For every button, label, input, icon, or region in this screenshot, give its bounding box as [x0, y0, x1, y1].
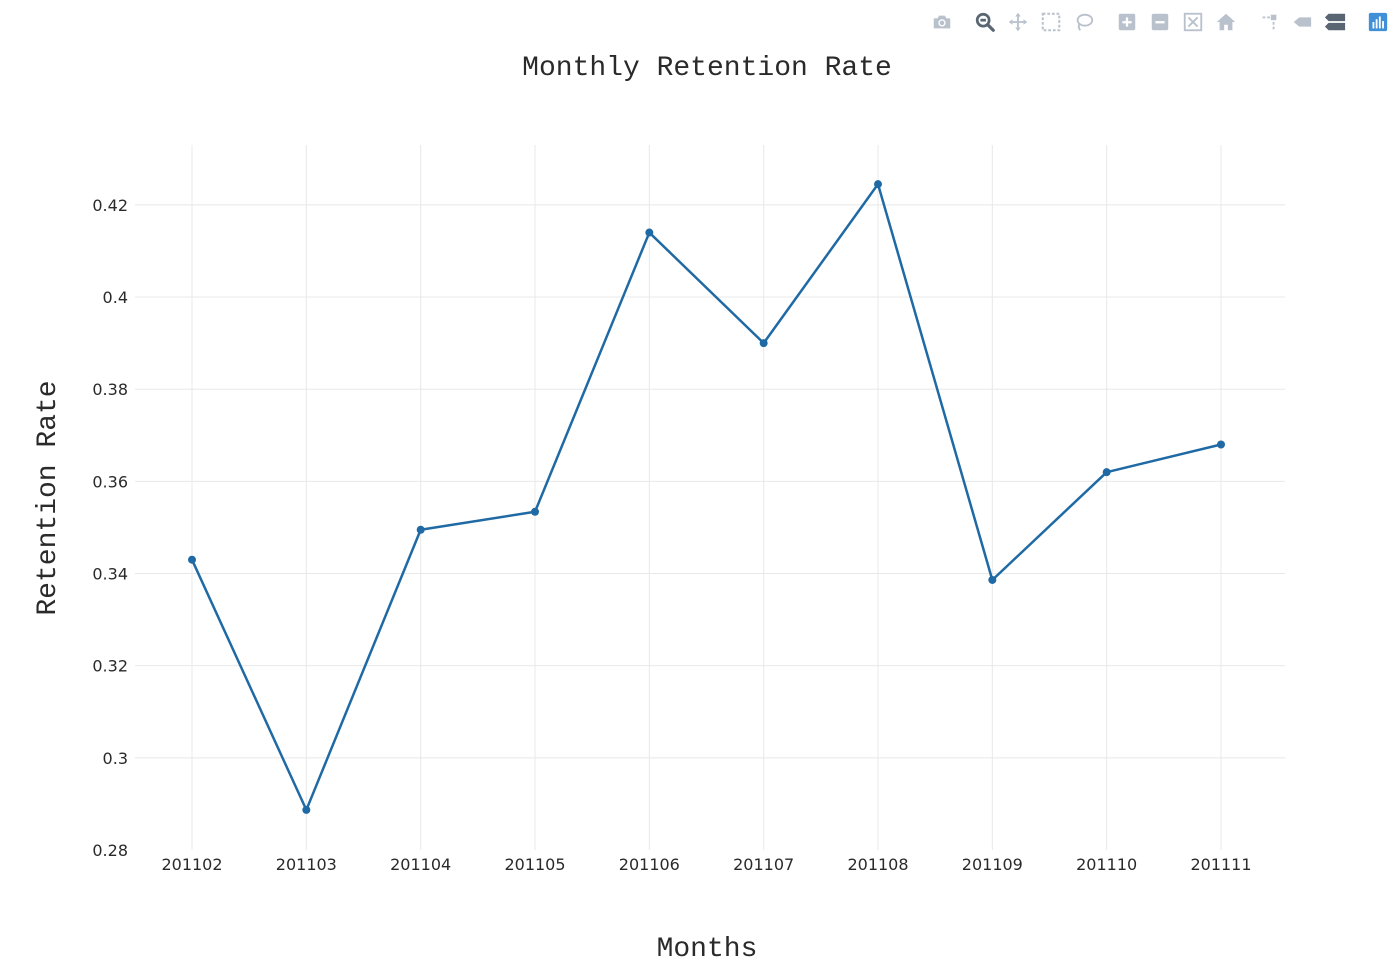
zoom-icon: [975, 12, 995, 32]
x-tick-label: 201111: [1190, 855, 1251, 874]
series-line[interactable]: [190, 182, 1222, 812]
box-select-button[interactable]: [1034, 8, 1067, 36]
x-tick-label: 201106: [619, 855, 680, 874]
x-tick-label: 201108: [847, 855, 908, 874]
y-tick-label: 0.34: [92, 565, 128, 584]
zoom-in-icon: [1118, 13, 1135, 31]
x-tick-label: 201110: [1076, 855, 1137, 874]
lasso-select-icon: [1076, 13, 1093, 31]
box-select-icon: [1041, 12, 1060, 32]
data-point[interactable]: [1102, 468, 1111, 477]
pan-icon: [1008, 12, 1027, 32]
y-tick-label: 0.28: [92, 841, 128, 860]
x-tick-label: 201107: [733, 855, 794, 874]
spike-lines-icon: [1262, 14, 1276, 30]
hover-closest-button[interactable]: [1285, 8, 1318, 36]
data-point[interactable]: [874, 180, 882, 189]
spike-lines-button[interactable]: [1252, 8, 1285, 36]
grid: [135, 145, 1285, 850]
x-tick-label: 201105: [504, 855, 565, 874]
camera-icon: [933, 15, 950, 29]
data-point[interactable]: [416, 525, 425, 534]
y-tick-label: 0.38: [92, 380, 128, 399]
reset-axes-icon: [1216, 13, 1235, 31]
zoom-button[interactable]: [968, 8, 1001, 36]
y-tick-label: 0.4: [103, 288, 128, 307]
modebar-group-drag: [968, 8, 1100, 36]
zoom-out-button[interactable]: [1143, 8, 1176, 36]
x-tick-label: 201102: [161, 855, 222, 874]
autoscale-button[interactable]: [1176, 8, 1209, 36]
data-point[interactable]: [1217, 440, 1225, 449]
y-axis-title: Retention Rate: [33, 380, 64, 615]
modebar-group-export: [925, 8, 958, 36]
hover-compare-icon: [1324, 13, 1345, 31]
pan-button[interactable]: [1001, 8, 1034, 36]
data-point[interactable]: [759, 339, 768, 348]
download-plot-button[interactable]: [925, 8, 958, 36]
chart-title: Monthly Retention Rate: [522, 53, 892, 84]
hover-compare-button[interactable]: [1318, 8, 1351, 36]
modebar-group-zoom: [1110, 8, 1242, 36]
y-tick-label: 0.36: [92, 472, 128, 491]
data-point[interactable]: [302, 805, 311, 814]
x-axis-title: Months: [657, 934, 758, 965]
plotly-logo-link[interactable]: [1361, 8, 1394, 36]
plotly-logo-icon: [1368, 12, 1387, 32]
modebar-group-logo: [1361, 8, 1394, 36]
zoom-out-icon: [1151, 13, 1168, 31]
x-tick-label: 201104: [390, 855, 451, 874]
x-tick-label: 201103: [276, 855, 337, 874]
data-point[interactable]: [188, 555, 196, 564]
data-point[interactable]: [645, 228, 654, 237]
data-point[interactable]: [988, 575, 997, 584]
lasso-select-button[interactable]: [1067, 8, 1100, 36]
autoscale-icon: [1183, 12, 1202, 32]
data-point[interactable]: [531, 507, 539, 516]
y-tick-label: 0.3: [103, 749, 128, 768]
hover-closest-icon: [1293, 17, 1311, 27]
y-tick-label: 0.42: [92, 196, 128, 215]
x-tick-label: 201109: [962, 855, 1023, 874]
y-tick-label: 0.32: [92, 657, 128, 676]
zoom-in-button[interactable]: [1110, 8, 1143, 36]
y-axis-ticks: 0.28 0.3 0.32 0.34 0.36 0.38 0.4 0.42: [92, 196, 128, 860]
modebar: [915, 8, 1394, 36]
reset-axes-button[interactable]: [1209, 8, 1242, 36]
modebar-group-hover: [1252, 8, 1351, 36]
plot-area[interactable]: [188, 180, 1225, 814]
x-axis-ticks: 201102 201103 201104 201105 201106 201107 2011…: [161, 855, 1251, 874]
